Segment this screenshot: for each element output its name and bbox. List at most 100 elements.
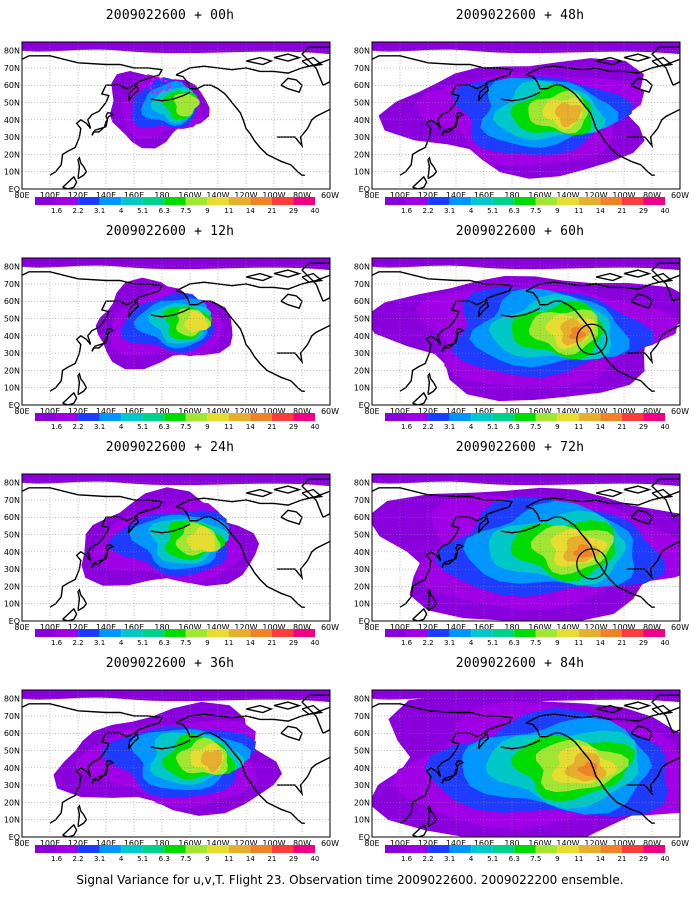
lon-tick-label: 100E <box>390 191 410 200</box>
colorbar-tick-label: 14 <box>596 207 605 215</box>
colorbar-tick-label: 14 <box>246 639 255 647</box>
lat-tick-label: EQ <box>9 401 20 410</box>
colorbar-swatch <box>271 197 294 205</box>
lon-tick-label: 60W <box>671 839 689 848</box>
colorbar-swatch <box>142 413 165 421</box>
colorbar-tick-label: 14 <box>596 639 605 647</box>
coastline <box>62 607 78 621</box>
colorbar-swatch <box>99 197 122 205</box>
panel-title: 2009022600 + 84h <box>455 656 585 671</box>
colorbar-swatch <box>185 197 208 205</box>
lat-tick-label: 50N <box>4 99 20 108</box>
lon-tick-label: 180 <box>154 407 169 416</box>
colorbar-swatch <box>99 845 122 853</box>
lon-tick-label: 100E <box>40 191 60 200</box>
colorbar-swatch <box>56 845 79 853</box>
coastline <box>651 488 674 499</box>
colorbar-tick-label: 21 <box>267 207 276 215</box>
lon-tick-label: 160E <box>474 191 494 200</box>
colorbar-swatch <box>600 413 622 421</box>
colorbar-swatch <box>121 197 143 205</box>
colorbar-swatch <box>492 845 515 853</box>
lon-tick-label: 80W <box>293 839 311 848</box>
coastline <box>273 53 302 62</box>
lat-tick-label: 10N <box>4 384 20 393</box>
coastline <box>412 607 428 621</box>
colorbar-tick-label: 6.3 <box>159 639 170 647</box>
colorbar-tick-label: 6.3 <box>159 423 170 431</box>
colorbar-tick-label: 9 <box>205 639 209 647</box>
colorbar-swatch <box>406 197 429 205</box>
colorbar-tick-label: 7.5 <box>530 855 541 863</box>
map-frame <box>21 41 331 190</box>
lat-tick-label: EQ <box>359 401 370 410</box>
colorbar-tick-label: 7.5 <box>180 207 191 215</box>
colorbar-swatch <box>185 413 208 421</box>
lon-tick-label: 180 <box>504 623 519 632</box>
coastline <box>301 488 324 499</box>
lat-tick-label: 40N <box>4 116 20 125</box>
map-frame <box>371 41 681 190</box>
colorbar-tick-label: 14 <box>596 423 605 431</box>
coastline <box>276 324 330 365</box>
colorbar-tick-label: 7.5 <box>530 423 541 431</box>
lon-tick-label: 120W <box>584 407 607 416</box>
colorbar-tick-label: 29 <box>639 207 648 215</box>
colorbar-swatch <box>293 845 315 853</box>
colorbar-tick-label: 11 <box>574 639 583 647</box>
lon-tick-label: 80W <box>293 191 311 200</box>
variance-band-arctic <box>372 690 680 703</box>
colorbar-swatch <box>406 845 429 853</box>
lon-tick-label: 120E <box>418 839 438 848</box>
lon-tick-label: 80E <box>14 839 29 848</box>
lat-tick-label: 70N <box>4 64 20 73</box>
variance-band-arctic <box>22 258 330 271</box>
coastline <box>77 804 88 828</box>
coastline <box>525 290 655 392</box>
colorbar-tick-label: 21 <box>617 855 626 863</box>
colorbar-tick-label: 11 <box>224 855 233 863</box>
colorbar-tick-label: 6.3 <box>509 855 520 863</box>
colorbar-swatch <box>621 197 644 205</box>
coastline <box>276 756 330 797</box>
lat-tick-label: 30N <box>4 781 20 790</box>
coastline <box>651 704 674 715</box>
colorbar-swatch <box>293 629 315 637</box>
coastline <box>477 731 489 750</box>
colorbar-tick-label: 5.1 <box>137 423 148 431</box>
lon-tick-label: 100W <box>612 839 635 848</box>
coastline <box>273 269 302 278</box>
lat-tick-label: 20N <box>4 366 20 375</box>
lon-tick-label: 100W <box>262 839 285 848</box>
coastline <box>427 588 438 612</box>
colorbar-tick-label: 6.3 <box>159 855 170 863</box>
colorbar-swatch <box>428 845 450 853</box>
lat-tick-label: 20N <box>354 582 370 591</box>
lon-tick-label: 60W <box>321 407 339 416</box>
lat-tick-label: 70N <box>354 712 370 721</box>
lat-tick-label: 80N <box>4 695 20 704</box>
lon-tick-label: 180 <box>504 407 519 416</box>
coastline <box>477 83 489 102</box>
lon-tick-label: 80E <box>364 623 379 632</box>
colorbar-tick-label: 3.1 <box>94 207 105 215</box>
colorbar-swatch <box>250 197 272 205</box>
colorbar-swatch <box>207 197 229 205</box>
map-panel-p48: 2009022600 + 48h 80N 70N 60N 50N 40N 30N 20N 10N… <box>350 0 690 215</box>
colorbar-tick-label: 40 <box>661 855 670 863</box>
colorbar-swatch <box>557 413 579 421</box>
colorbar-swatch <box>56 413 79 421</box>
lon-tick-label: 120E <box>418 407 438 416</box>
colorbar-swatch <box>99 629 122 637</box>
lat-tick-label: 30N <box>354 781 370 790</box>
coastline <box>127 515 139 534</box>
lat-tick-label: 30N <box>354 349 370 358</box>
lon-tick-label: 160E <box>474 839 494 848</box>
figure-caption: Signal Variance for u,v,T. Flight 23. Ob… <box>76 873 624 887</box>
colorbar-swatch <box>271 845 294 853</box>
lat-tick-label: 80N <box>4 47 20 56</box>
lon-tick-label: 140W <box>556 839 579 848</box>
colorbar-swatch <box>164 845 186 853</box>
